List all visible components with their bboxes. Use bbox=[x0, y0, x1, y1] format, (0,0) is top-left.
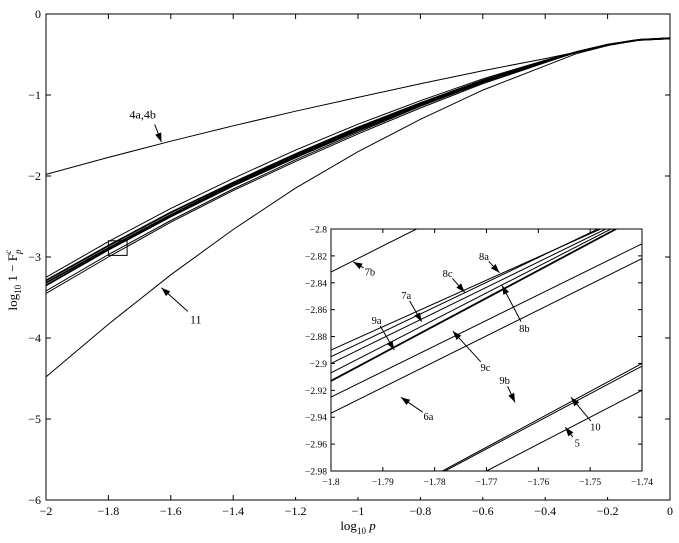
inset-series-line-9b bbox=[442, 363, 642, 471]
inset-series-line-7b bbox=[331, 229, 417, 273]
inset-annotation-arrow-head bbox=[508, 392, 516, 403]
inset-annotation-label: 9b bbox=[499, 376, 510, 387]
inset-y-tick-label: −2.94 bbox=[305, 414, 327, 424]
x-tick-label: −1.2 bbox=[285, 504, 307, 518]
y-tick-label: 0 bbox=[35, 7, 41, 21]
inset-annotation-label: 7b bbox=[365, 267, 376, 278]
main-plot: −2 −1.8 −1.6 −1.4 −1.2 −1 −0.8 −0.6 −0.4 −0.2 0−6−… bbox=[3, 7, 673, 536]
y-label-sub2: p bbox=[13, 249, 23, 255]
series-line-6 bbox=[46, 37, 670, 294]
inset-annotation-arrow-head bbox=[502, 285, 510, 295]
inset-annotation-arrow-head bbox=[386, 340, 395, 350]
y-label-mid: 1 − F bbox=[5, 254, 20, 285]
inset-annotation-label: 7a bbox=[401, 291, 411, 302]
inset-annotation-arrow-head bbox=[414, 312, 422, 322]
inset-series-line-8b bbox=[331, 229, 617, 382]
inset-annotation-arrow-head bbox=[570, 397, 580, 407]
inset-annotation-label: 5 bbox=[575, 439, 580, 450]
x-tick-label: 0 bbox=[667, 504, 673, 518]
y-tick-label: −1 bbox=[28, 88, 41, 102]
inset-annotation-label: 8b bbox=[519, 324, 530, 335]
inset-x-tick-label: −1.78 bbox=[424, 478, 446, 488]
inset-annotation-arrow-head bbox=[456, 283, 465, 293]
x-label-log: log bbox=[340, 518, 357, 533]
annotation-label: 4a,4b bbox=[130, 107, 156, 121]
annotation-arrow-head bbox=[161, 287, 171, 297]
x-tick-label: −2 bbox=[40, 504, 53, 518]
x-tick-label: −1.8 bbox=[98, 504, 120, 518]
y-tick-label: −2 bbox=[28, 169, 41, 183]
inset-annotation-label: 8a bbox=[479, 252, 489, 263]
inset-y-tick-label: −2.9 bbox=[310, 360, 327, 370]
main-series bbox=[46, 37, 670, 378]
inset-x-tick-label: −1.77 bbox=[476, 478, 498, 488]
inset-annotation-arrow-head bbox=[452, 331, 462, 340]
inset-annotation-label: 10 bbox=[590, 422, 601, 433]
inset-series-line-9a bbox=[331, 229, 612, 374]
inset-x-tick-label: −1.75 bbox=[579, 478, 601, 488]
x-tick-label: −0.6 bbox=[472, 504, 494, 518]
y-tick-label: −3 bbox=[28, 250, 41, 264]
x-label-sub: 10 bbox=[357, 526, 367, 536]
inset-annotation-arrow-head bbox=[353, 261, 363, 270]
inset-annotation-label: 6a bbox=[423, 412, 433, 423]
x-tick-label: −1.6 bbox=[160, 504, 182, 518]
inset-x-tick-label: −1.79 bbox=[372, 478, 394, 488]
inset-y-tick-label: −2.84 bbox=[305, 279, 327, 289]
inset-series-line-6a bbox=[331, 258, 642, 414]
x-tick-label: −0.8 bbox=[410, 504, 432, 518]
x-tick-label: −1.4 bbox=[222, 504, 244, 518]
inset-series-line-7a bbox=[331, 229, 606, 364]
inset-series-line-10 bbox=[444, 365, 642, 471]
inset-y-tick-label: −2.98 bbox=[305, 468, 327, 478]
y-label-sup: c bbox=[3, 250, 13, 254]
x-tick-label: −0.2 bbox=[597, 504, 619, 518]
inset-annotation-arrow-head bbox=[400, 397, 411, 406]
y-label-log: log bbox=[5, 293, 20, 310]
zoom-region-box bbox=[107, 240, 128, 256]
series-line-7 bbox=[46, 37, 670, 378]
x-axis-label: log10 p bbox=[340, 518, 376, 536]
x-label-var: p bbox=[366, 518, 376, 533]
inset-y-tick-label: −2.86 bbox=[305, 306, 327, 316]
inset-x-tick-label: −1.76 bbox=[527, 478, 549, 488]
inset-y-tick-label: −2.96 bbox=[305, 441, 327, 451]
x-tick-label: −0.4 bbox=[534, 504, 556, 518]
inset-annotation-arrow-head bbox=[565, 427, 574, 437]
inset-x-tick-label: −1.8 bbox=[322, 478, 339, 488]
inset-annotation-arrow-head bbox=[490, 263, 500, 273]
y-axis-label: log10 1 − Fcp bbox=[3, 249, 23, 310]
inset-y-tick-label: −2.88 bbox=[305, 333, 327, 343]
inset-series-line-5 bbox=[486, 389, 642, 471]
series-line-0 bbox=[46, 37, 670, 175]
inset-series bbox=[331, 229, 642, 471]
inset-y-tick-label: −2.8 bbox=[310, 226, 327, 236]
inset-series-line-9c bbox=[331, 243, 642, 398]
inset-series-line-8c bbox=[331, 229, 599, 358]
inset-annotation-label: 9a bbox=[372, 316, 382, 327]
y-tick-label: −5 bbox=[28, 412, 41, 426]
inset-y-tick-label: −2.92 bbox=[305, 387, 327, 397]
y-tick-label: −4 bbox=[28, 331, 41, 345]
x-tick-label: −1 bbox=[352, 504, 365, 518]
y-label-sub: 10 bbox=[13, 284, 23, 294]
inset-background bbox=[285, 219, 652, 497]
inset-plot: −1.8 −1.79 −1.78 −1.77 −1.76 −1.75 −1.74 −2.98 −… bbox=[285, 219, 653, 497]
y-tick-label: −6 bbox=[28, 493, 41, 507]
annotation-arrow-head bbox=[155, 132, 162, 142]
inset-x-tick-label: −1.74 bbox=[631, 478, 653, 488]
inset-annotation-label: 9c bbox=[481, 363, 491, 374]
annotation-label: 11 bbox=[190, 312, 202, 326]
inset-annotation-label: 8c bbox=[443, 269, 453, 280]
inset-y-tick-label: −2.82 bbox=[305, 252, 327, 262]
